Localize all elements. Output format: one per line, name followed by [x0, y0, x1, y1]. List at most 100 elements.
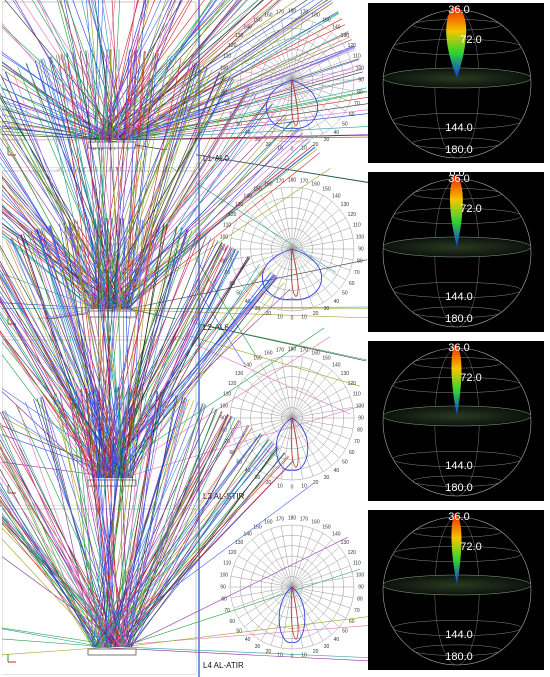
ray: [0, 159, 125, 309]
ray: [0, 97, 120, 140]
ray: [113, 461, 293, 647]
ray: [39, 228, 129, 478]
polar-spoke: [238, 417, 293, 450]
sphere-label: 36.0: [448, 511, 469, 523]
polar-angle-label: 180: [288, 515, 297, 521]
ray: [129, 0, 216, 140]
ray: [23, 0, 108, 140]
ray: [103, 307, 372, 309]
ray: [106, 233, 198, 478]
polar-spoke: [291, 356, 304, 419]
polar-angle-label: 150: [322, 525, 331, 531]
polar-angle-label: 170: [300, 347, 309, 353]
ray: [0, 415, 94, 647]
sphere-label: 144.0: [445, 291, 473, 303]
sphere-label: 180.0: [445, 313, 473, 325]
ray: [0, 442, 119, 478]
ray: [0, 421, 126, 647]
ray: [0, 105, 100, 140]
polar-spoke: [291, 396, 351, 419]
polar-spoke: [291, 586, 314, 646]
polar-spoke: [291, 190, 314, 250]
polar-angle-label: 160: [311, 350, 320, 356]
ray: [0, 461, 102, 647]
ray: [0, 279, 95, 478]
polar-spoke: [270, 248, 293, 308]
ray-trace: [0, 0, 372, 400]
ray: [86, 388, 108, 647]
polar-spoke: [291, 359, 314, 419]
polar-angle-label: 70: [354, 270, 360, 276]
polar-angle-label: 70: [224, 608, 230, 614]
ray: [125, 55, 168, 309]
polar-angle-label: 0: [291, 315, 294, 321]
ray: [0, 419, 92, 647]
polar-spoke: [291, 586, 351, 609]
ray: [127, 221, 153, 478]
polar-spoke: [280, 417, 293, 480]
ray: [95, 0, 102, 140]
polar-angle-label: 110: [223, 392, 231, 398]
ray: [126, 245, 227, 478]
ray: [0, 602, 103, 647]
ray: [68, 391, 123, 647]
ray: [92, 388, 132, 647]
panel-label: L1-AL0: [203, 154, 229, 163]
polar-spoke: [291, 370, 333, 419]
polar-spoke: [270, 21, 293, 81]
ray: [112, 0, 126, 140]
ray: [66, 222, 129, 478]
ray: [0, 0, 101, 140]
polar-angle-label: 50: [236, 122, 242, 128]
ray: [95, 416, 231, 647]
polar-spoke: [260, 79, 293, 134]
ray: [0, 48, 122, 140]
polar-spoke: [260, 248, 293, 303]
ray: [0, 0, 127, 140]
ray: [127, 3, 333, 140]
ray: [0, 92, 115, 309]
ray: [42, 0, 92, 140]
sphere-label: 144.0: [445, 122, 473, 134]
polar-spoke: [280, 248, 293, 311]
polar-angle-label: 140: [243, 362, 252, 368]
polar-spoke: [238, 79, 293, 112]
ray: [37, 229, 127, 478]
sphere-latitude: [412, 644, 502, 656]
polar-angle-label: 80: [221, 89, 227, 95]
sphere-latitude: [392, 113, 522, 129]
ray: [95, 404, 205, 647]
ray: [126, 247, 230, 478]
sphere-label: 72.0: [460, 34, 481, 46]
ray: [27, 63, 115, 309]
ray: [122, 414, 228, 647]
polar-angle-label: 90: [220, 77, 226, 83]
ray: [120, 0, 259, 140]
polar-angle-label: 60: [349, 281, 355, 287]
ray: [0, 450, 104, 647]
polar-spoke: [260, 195, 293, 250]
ray: [124, 398, 185, 647]
polar-angle-label: 10: [301, 145, 307, 151]
ray: [0, 74, 108, 309]
polar-spoke: [230, 68, 293, 81]
ray: [0, 88, 122, 309]
polar-spoke: [230, 79, 293, 92]
polar-angle-label: 110: [223, 223, 231, 229]
polar-spoke: [238, 386, 293, 419]
polar-spoke: [244, 586, 293, 628]
ray: [98, 109, 278, 309]
polar-angle-label: 150: [322, 187, 331, 193]
polar-spoke: [291, 555, 346, 588]
ray: [98, 115, 284, 309]
ray: [126, 0, 282, 140]
polar-angle-label: 20: [313, 142, 319, 148]
ray: [124, 82, 238, 309]
ray: [93, 388, 107, 647]
ray: [111, 236, 206, 478]
ray: [124, 389, 142, 647]
polar-angle-label: 0: [291, 484, 294, 490]
polar-angle-label: 90: [220, 415, 226, 421]
polar-spoke: [291, 248, 346, 281]
ray-cover-left: [0, 507, 2, 676]
